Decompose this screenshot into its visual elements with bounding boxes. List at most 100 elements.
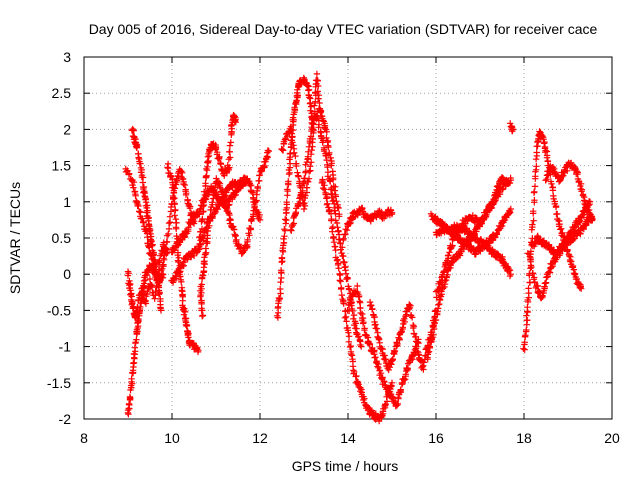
data-point — [482, 213, 489, 220]
data-point — [357, 341, 364, 349]
data-point — [295, 173, 302, 180]
data-point — [581, 200, 588, 208]
data-point — [524, 250, 531, 257]
data-point — [522, 332, 529, 339]
data-point — [256, 172, 263, 179]
data-point — [199, 272, 206, 279]
data-point — [227, 139, 234, 146]
data-point — [341, 264, 348, 271]
data-point — [181, 181, 188, 189]
data-point — [209, 199, 216, 206]
data-point — [156, 266, 163, 273]
data-point — [278, 254, 286, 261]
data-point — [285, 178, 292, 185]
data-point — [304, 82, 311, 89]
x-tick-label: 8 — [80, 430, 88, 446]
data-point — [432, 316, 440, 324]
data-point — [200, 188, 208, 195]
data-point — [344, 275, 351, 282]
x-tick-label: 10 — [164, 430, 180, 446]
data-point — [524, 298, 532, 306]
data-point — [212, 144, 220, 152]
data-point — [231, 231, 238, 238]
data-point — [289, 221, 297, 229]
data-point — [296, 195, 303, 202]
data-point — [174, 172, 181, 180]
data-point — [276, 295, 283, 302]
data-point — [305, 148, 312, 155]
data-point — [277, 278, 284, 286]
data-point — [170, 187, 177, 194]
data-point — [356, 298, 363, 305]
data-point — [406, 304, 414, 312]
data-point — [197, 228, 204, 235]
data-point — [578, 186, 585, 193]
data-point — [320, 146, 328, 153]
y-axis-label: SDTVAR / TECUs — [7, 182, 23, 294]
data-point — [131, 344, 138, 351]
data-point — [300, 205, 308, 213]
data-point — [140, 188, 148, 196]
data-point — [351, 368, 358, 376]
data-point — [358, 343, 365, 350]
data-point — [302, 168, 310, 175]
data-point — [128, 375, 135, 382]
data-point — [573, 168, 580, 175]
data-point — [312, 98, 319, 105]
data-point — [531, 197, 538, 204]
data-point — [330, 239, 338, 246]
data-point — [130, 179, 138, 186]
data-point — [178, 287, 185, 294]
data-point — [281, 233, 288, 240]
data-point — [135, 202, 142, 210]
data-point — [531, 183, 539, 190]
data-point — [254, 184, 261, 192]
data-point — [256, 213, 263, 221]
data-point — [345, 307, 353, 315]
data-point — [168, 173, 175, 180]
x-tick-label: 18 — [516, 430, 532, 446]
data-point — [539, 132, 546, 140]
data-point — [340, 300, 347, 307]
data-point — [410, 323, 417, 330]
data-point — [313, 70, 321, 78]
data-point — [308, 146, 315, 154]
data-point — [327, 178, 334, 185]
data-point — [139, 215, 146, 222]
data-point — [338, 284, 345, 292]
data-point — [130, 184, 137, 191]
data-point — [196, 240, 203, 248]
data-point — [347, 348, 355, 355]
data-point — [337, 278, 344, 285]
data-point — [324, 200, 331, 207]
data-point — [397, 386, 404, 393]
data-point — [338, 291, 345, 299]
data-point — [529, 270, 537, 277]
data-point — [306, 100, 314, 107]
data-point — [144, 234, 151, 241]
data-point — [330, 174, 337, 182]
data-point — [498, 186, 506, 193]
data-point — [189, 218, 196, 225]
data-point — [367, 301, 375, 309]
data-point — [391, 347, 399, 355]
data-point — [341, 314, 349, 321]
data-point — [163, 238, 171, 245]
data-point — [227, 216, 234, 224]
data-point — [130, 360, 137, 367]
data-point — [302, 192, 309, 199]
data-point — [284, 186, 291, 193]
data-point — [413, 343, 420, 350]
data-point — [334, 203, 341, 211]
data-point — [542, 147, 549, 154]
data-point — [279, 147, 287, 154]
data-point — [420, 359, 428, 366]
data-point — [548, 180, 555, 187]
data-point — [202, 173, 210, 181]
data-point — [328, 217, 335, 224]
data-point — [165, 220, 173, 227]
data-point — [232, 232, 239, 239]
data-point — [323, 193, 331, 201]
y-tick-label: 1.5 — [52, 158, 72, 174]
data-point — [507, 176, 514, 184]
